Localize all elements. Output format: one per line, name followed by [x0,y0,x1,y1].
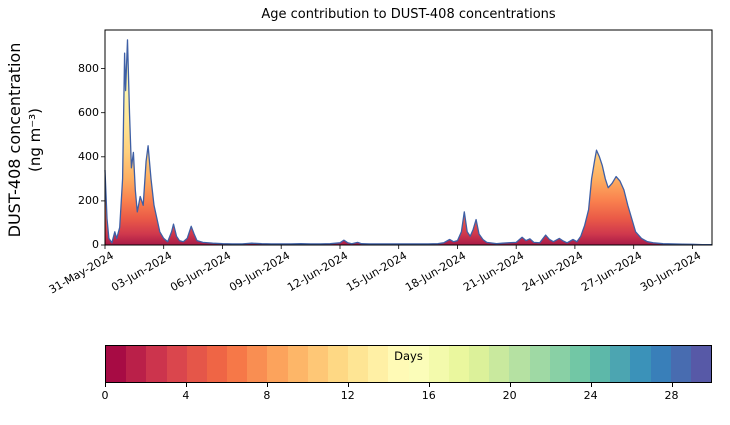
colorbar-tick-label: 12 [340,389,355,402]
colorbar-cell [610,346,631,382]
colorbar-cell [590,346,611,382]
colorbar-cell [670,346,691,382]
age-area [105,39,712,246]
colorbar-cell [469,346,490,382]
colorbar-cell [428,346,449,382]
colorbar-cell [529,346,550,382]
colorbar [105,345,712,383]
colorbar-cell [509,346,530,382]
y-tick-label: 600 [78,105,99,119]
plot-frame [104,29,713,246]
colorbar-tick-mark [185,383,187,387]
y-tick-label: 0 [92,238,99,251]
colorbar-cell [388,346,409,382]
colorbar-tick-mark [266,383,268,387]
colorbar-cell [448,346,470,382]
colorbar-cell [106,346,127,382]
colorbar-cell [630,346,651,382]
colorbar-tick-label: 4 [182,389,190,402]
colorbar-tick-label: 16 [421,389,436,402]
colorbar-cell [408,346,429,382]
chart-title: Age contribution to DUST-408 concentrati… [261,7,556,22]
colorbar-tick-mark [428,383,430,387]
total-line [104,39,712,246]
colorbar-tick-mark [590,383,592,387]
colorbar-tick-label: 8 [263,389,271,402]
colorbar-cell [267,346,288,382]
colorbar-cell [690,346,712,382]
colorbar-cell [489,346,510,382]
colorbar-label: Days [394,349,423,363]
colorbar-cell [368,346,389,382]
colorbar-cell [126,346,147,382]
colorbar-cell [146,346,167,382]
y-tick-label: 400 [78,149,99,163]
colorbar-cell [348,346,369,382]
colorbar-cell [307,346,328,382]
colorbar-tick-label: 20 [502,389,517,402]
colorbar-cell [186,346,207,382]
colorbar-tick-label: 24 [583,389,598,402]
colorbar-tick-mark [347,383,349,387]
colorbar-tick-mark [509,383,511,387]
colorbar-cell [569,346,591,382]
colorbar-cell [206,346,228,382]
colorbar-cell [166,346,187,382]
colorbar-tick-label: 0 [101,389,109,402]
colorbar-cell [287,346,308,382]
colorbar-cell [327,346,349,382]
colorbar-cell [650,346,671,382]
y-tick-label: 200 [78,193,99,207]
colorbar-tick-label: 28 [664,389,679,402]
y-tick-label: 800 [78,61,99,75]
colorbar-tick-mark [105,383,106,387]
colorbar-cell [227,346,248,382]
colorbar-cell [549,346,570,382]
colorbar-cell [247,346,268,382]
colorbar-tick-mark [671,383,673,387]
